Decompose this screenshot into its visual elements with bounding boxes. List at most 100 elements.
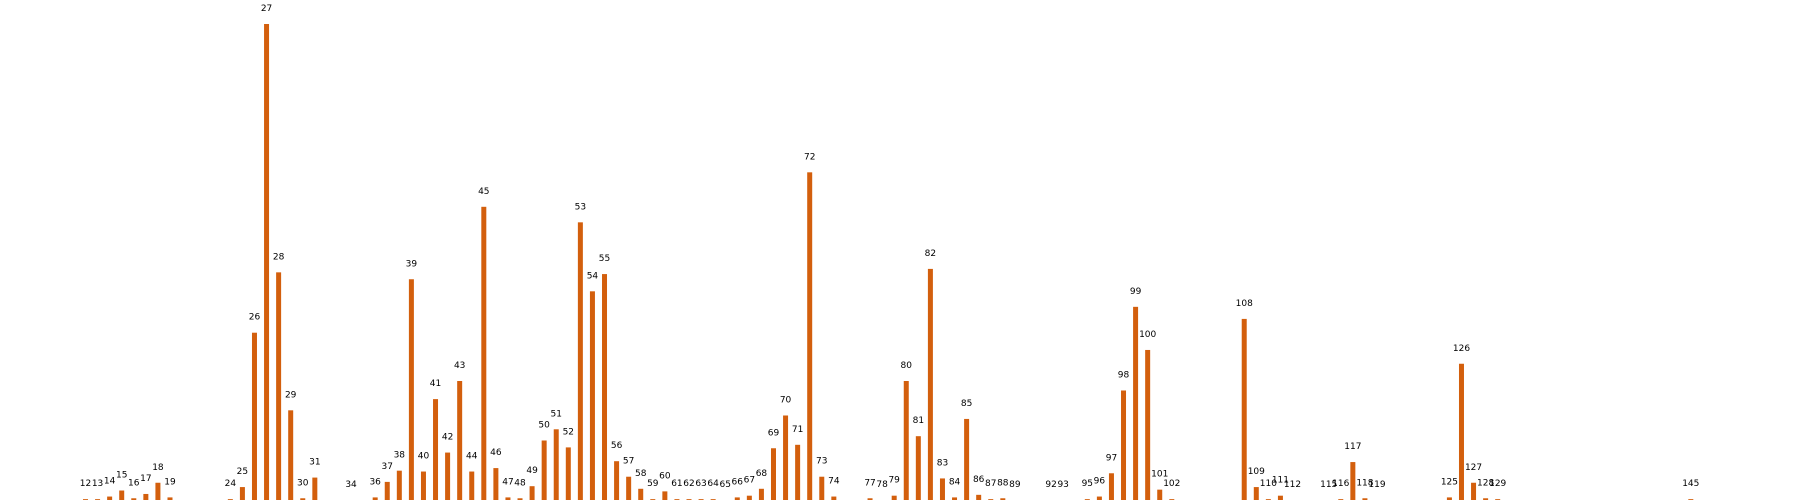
bar-86 (976, 494, 982, 500)
bar-98 (1121, 390, 1127, 500)
bar-label-43: 43 (454, 361, 465, 371)
bar-label-14: 14 (104, 477, 116, 487)
bar-label-47: 47 (502, 477, 513, 487)
bar-label-15: 15 (116, 471, 127, 481)
bar-49 (529, 486, 535, 500)
bar-73 (819, 476, 825, 500)
bar-77 (867, 498, 873, 500)
bar-label-85: 85 (961, 399, 972, 409)
bar-66 (734, 497, 740, 500)
bars-group (83, 24, 1694, 500)
bar-label-126: 126 (1453, 344, 1470, 354)
bar-label-127: 127 (1465, 463, 1482, 473)
bar-label-83: 83 (937, 458, 948, 468)
bar-18 (155, 482, 161, 500)
bar-label-68: 68 (756, 469, 768, 479)
bar-108 (1241, 318, 1247, 500)
bar-label-44: 44 (466, 452, 478, 462)
bar-25 (239, 487, 245, 500)
bar-label-92: 92 (1045, 480, 1056, 490)
bar-label-99: 99 (1130, 287, 1142, 297)
bar-label-69: 69 (768, 428, 780, 438)
bar-label-52: 52 (563, 427, 574, 437)
bar-label-89: 89 (1009, 480, 1021, 490)
bar-label-51: 51 (551, 409, 562, 419)
bar-label-112: 112 (1284, 480, 1301, 490)
bar-79 (891, 495, 897, 500)
bar-109 (1253, 487, 1259, 500)
bar-54 (589, 291, 595, 500)
bar-label-88: 88 (997, 478, 1009, 488)
bar-label-98: 98 (1118, 370, 1130, 380)
bar-label-111: 111 (1272, 476, 1289, 486)
bar-label-102: 102 (1163, 479, 1180, 489)
bar-label-53: 53 (575, 202, 586, 212)
bar-label-100: 100 (1139, 330, 1156, 340)
bar-68 (758, 488, 764, 500)
bar-label-145: 145 (1682, 479, 1699, 489)
bar-69 (770, 448, 776, 500)
bar-label-110: 110 (1260, 479, 1277, 489)
bar-label-57: 57 (623, 457, 634, 467)
bar-label-95: 95 (1082, 479, 1093, 489)
bar-label-61: 61 (671, 479, 682, 489)
bar-label-30: 30 (297, 478, 309, 488)
bar-74 (831, 496, 837, 500)
bar-44 (469, 471, 475, 500)
bar-label-108: 108 (1236, 299, 1253, 309)
bar-28 (276, 272, 282, 500)
bar-label-54: 54 (587, 271, 599, 281)
bar-label-71: 71 (792, 425, 803, 435)
bar-53 (577, 222, 583, 500)
bar-label-82: 82 (925, 249, 936, 259)
bar-101 (1157, 489, 1163, 500)
bar-label-36: 36 (369, 477, 381, 487)
bar-label-96: 96 (1094, 477, 1106, 487)
bar-label-46: 46 (490, 448, 502, 458)
bar-label-24: 24 (225, 479, 237, 489)
bar-85 (964, 418, 970, 500)
bar-label-41: 41 (430, 379, 441, 389)
bar-127 (1471, 482, 1477, 500)
bar-19 (167, 497, 173, 500)
bar-label-93: 93 (1057, 480, 1068, 490)
bar-71 (795, 444, 801, 500)
bar-label-67: 67 (744, 476, 755, 486)
bar-55 (602, 274, 608, 500)
bar-37 (384, 481, 390, 500)
bar-label-56: 56 (611, 441, 623, 451)
bar-48 (517, 498, 523, 500)
bar-72 (807, 172, 813, 500)
bar-97 (1108, 473, 1114, 500)
bar-label-16: 16 (128, 478, 140, 488)
bar-51 (553, 429, 559, 500)
bar-label-129: 129 (1489, 479, 1506, 489)
bar-17 (143, 493, 149, 500)
bar-label-40: 40 (418, 452, 430, 462)
bar-label-116: 116 (1332, 479, 1349, 489)
bar-label-34: 34 (345, 480, 357, 490)
bar-label-19: 19 (164, 477, 176, 487)
bar-label-18: 18 (152, 463, 164, 473)
bar-15 (119, 490, 125, 500)
bar-label-125: 125 (1441, 477, 1458, 487)
bar-label-38: 38 (394, 451, 406, 461)
bar-label-79: 79 (888, 476, 900, 486)
bar-81 (915, 436, 921, 500)
bar-100 (1145, 349, 1151, 500)
bar-52 (565, 447, 571, 500)
bar-label-77: 77 (864, 478, 875, 488)
bar-83 (939, 478, 945, 500)
bar-label-63: 63 (695, 479, 706, 489)
bar-label-73: 73 (816, 457, 827, 467)
bar-label-109: 109 (1248, 467, 1265, 477)
bar-label-62: 62 (683, 479, 694, 489)
bar-26 (251, 332, 257, 500)
bar-31 (312, 477, 318, 500)
bar-label-13: 13 (92, 479, 103, 489)
bar-128 (1483, 498, 1489, 500)
bar-label-81: 81 (913, 416, 924, 426)
bar-96 (1096, 496, 1102, 500)
bar-label-117: 117 (1344, 442, 1361, 452)
